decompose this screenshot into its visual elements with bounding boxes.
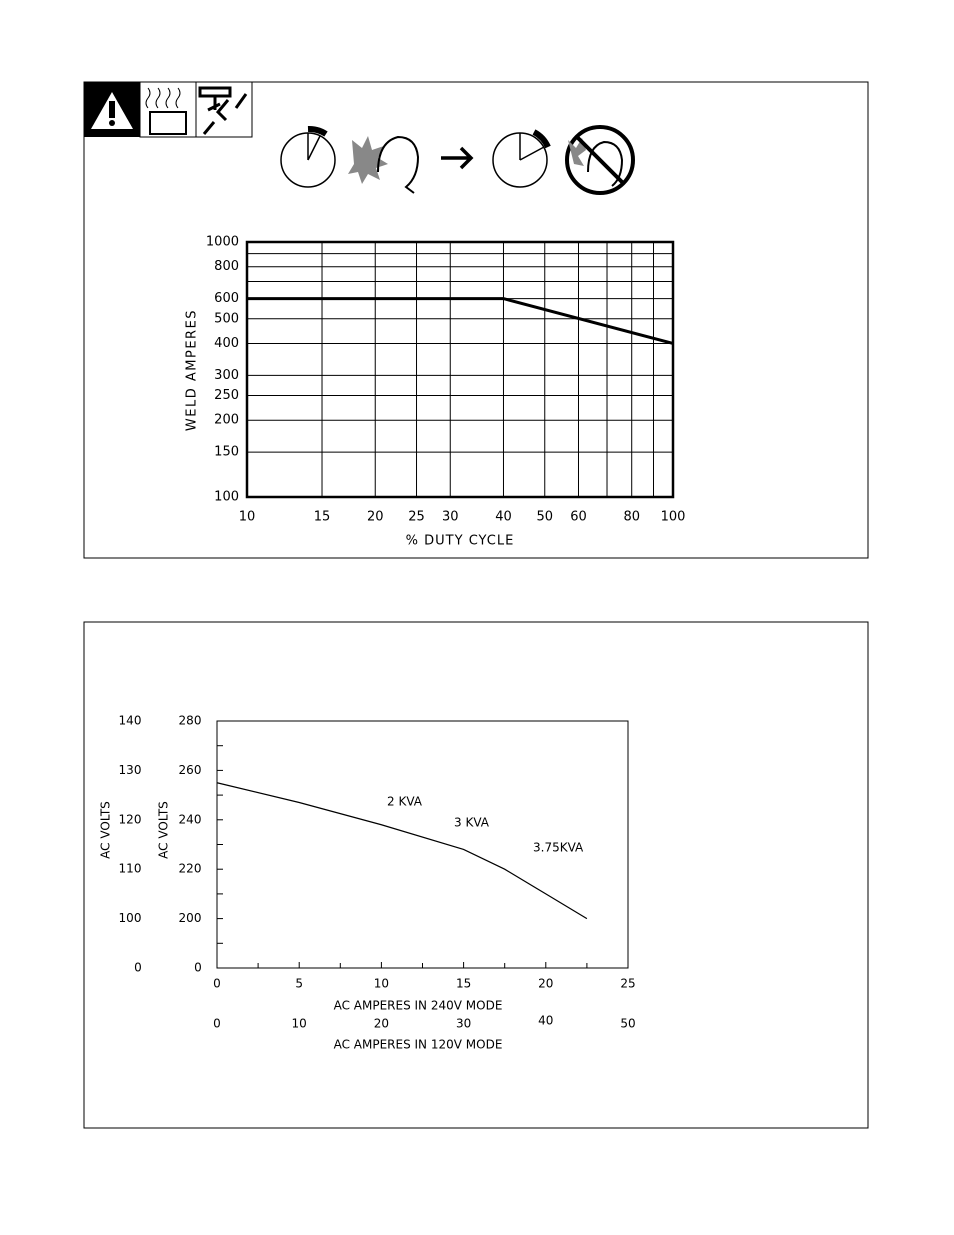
y-tick-label: 150 (214, 445, 239, 460)
x-tick-label: 10 (239, 510, 256, 525)
x-tick-label: 80 (623, 510, 640, 525)
x-tick-label: 15 (314, 510, 331, 525)
warning-icons (84, 81, 253, 138)
volt-amp-chart: 0 5 10 15 20 25 0 10 20 30 40 50 200 220 240 260 280 0 100… (99, 714, 636, 1052)
x-tick-label: 20 (538, 977, 553, 991)
x2-tick-label: 20 (374, 1017, 389, 1031)
y-tick-label: 200 (214, 413, 239, 428)
x-tick-label: 100 (661, 510, 686, 525)
annotation: 3.75KVA (533, 841, 584, 855)
y-tick-label: 300 (214, 368, 239, 383)
y-axis-label: WELD AMPERES (185, 309, 200, 431)
y2-tick-label: 130 (119, 763, 142, 777)
y2-axis-label: AC VOLTS (99, 801, 113, 859)
x2-tick-label: 40 (538, 1014, 553, 1028)
x-axis-label: % DUTY CYCLE (406, 534, 515, 549)
y2-break-label: 0 (134, 961, 142, 975)
y-tick-label: 800 (214, 259, 239, 274)
y2-tick-label: 140 (119, 714, 142, 728)
y-tick-label: 400 (214, 336, 239, 351)
x-tick-label: 20 (367, 510, 384, 525)
x-tick-label: 0 (213, 977, 221, 991)
x2-tick-label: 10 (292, 1017, 307, 1031)
frame-1 (83, 81, 869, 559)
y-tick-label: 260 (179, 763, 202, 777)
x2-tick-label: 50 (620, 1017, 635, 1031)
plot-frame (245, 240, 675, 499)
y2-tick-label: 100 (119, 911, 142, 925)
y-tick-label: 200 (179, 911, 202, 925)
y-tick-label: 250 (214, 388, 239, 403)
y2-tick-label: 120 (119, 812, 142, 826)
y2-tick-label: 110 (119, 862, 142, 876)
y-axis-label: AC VOLTS (157, 801, 171, 859)
data-line (216, 782, 588, 920)
y-break-label: 0 (194, 961, 202, 975)
x-tick-label: 50 (536, 510, 553, 525)
x-tick-label: 5 (295, 977, 303, 991)
x-tick-label: 30 (442, 510, 459, 525)
x-tick-label: 10 (374, 977, 389, 991)
duty-cycle-pictogram (280, 125, 635, 195)
y-tick-label: 1000 (206, 235, 239, 250)
frame-2 (83, 621, 869, 1129)
y-tick-label: 280 (179, 714, 202, 728)
x-axis-label: AC AMPERES IN 240V MODE (334, 999, 503, 1013)
data-line (247, 297, 674, 345)
x-tick-label: 60 (570, 510, 587, 525)
y-tick-label: 240 (179, 812, 202, 826)
duty-cycle-chart: 10 15 20 25 30 40 50 60 80 100 100 150 200 250 300 400 5… (185, 235, 686, 549)
x-tick-label: 15 (456, 977, 471, 991)
x2-tick-label: 30 (456, 1017, 471, 1031)
x-tick-label: 40 (495, 510, 512, 525)
y-tick-label: 100 (214, 490, 239, 505)
x-tick-label: 25 (620, 977, 635, 991)
x2-tick-label: 0 (213, 1017, 221, 1031)
annotation: 2 KVA (387, 795, 423, 809)
annotation: 3 KVA (454, 816, 490, 830)
y-tick-label: 600 (214, 291, 239, 306)
y-tick-label: 220 (179, 862, 202, 876)
x2-axis-label: AC AMPERES IN 120V MODE (334, 1038, 503, 1052)
y-tick-label: 500 (214, 311, 239, 326)
x-tick-label: 25 (408, 510, 425, 525)
